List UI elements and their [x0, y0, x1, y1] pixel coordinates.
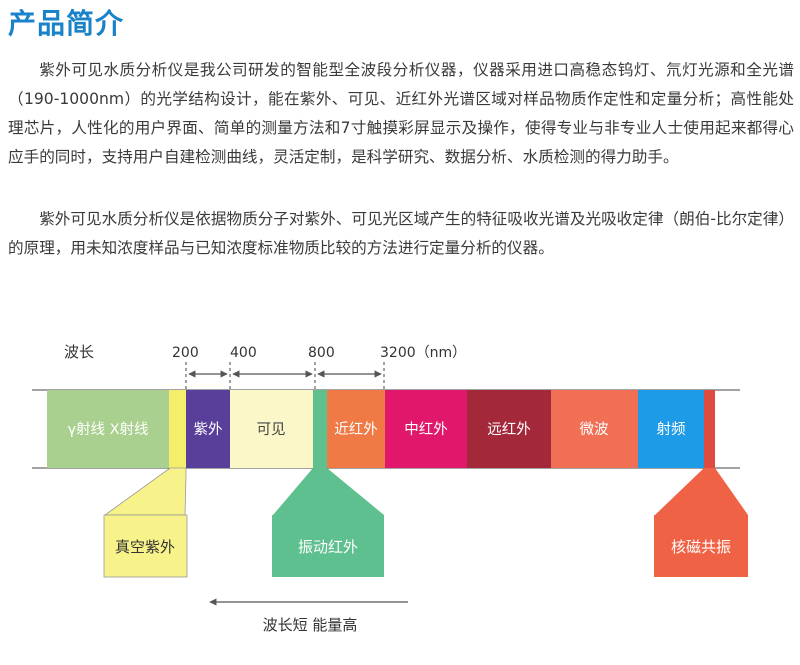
band-near-ir	[327, 390, 385, 468]
energy-arrow-label: 波长短 能量高	[263, 616, 358, 634]
callout-connector-vacuum-uv	[103, 467, 187, 516]
band-label-far-ir: 远红外	[487, 421, 531, 438]
band-vacuum-uv	[169, 390, 186, 468]
tick-label-800: 800	[308, 345, 335, 361]
intro-paragraph-1: 紫外可见水质分析仪是我公司研发的智能型全波段分析仪器，仪器采用进口高稳态钨灯、氘…	[8, 61, 794, 166]
band-uv	[186, 390, 230, 468]
band-label-radio: 射频	[657, 421, 686, 438]
callout-connector-nmr	[655, 468, 748, 515]
band-label-mid-ir: 中红外	[404, 421, 448, 438]
tick-guides	[185, 362, 385, 390]
band-label-visible: 可见	[257, 422, 286, 438]
band-visible	[230, 390, 313, 468]
callout-box-nmr	[654, 515, 748, 577]
band-mid-ir	[385, 390, 467, 468]
band-nmr	[704, 390, 715, 468]
callout-label-vibrational-ir: 振动红外	[298, 538, 358, 556]
band-gamma-xray	[47, 390, 169, 468]
callout-label-vacuum-uv: 真空紫外	[115, 538, 175, 556]
band-label-near-ir: 近红外	[334, 421, 378, 438]
band-label-gamma-xray: γ射线 X射线	[67, 421, 148, 438]
intro-paragraph-2: 紫外可见水质分析仪是依据物质分子对紫外、可见光区域产生的特征吸收光谱及光吸收定律…	[8, 210, 794, 257]
page-title: 产品简介	[8, 7, 125, 40]
band-microwave	[551, 390, 638, 468]
band-far-ir	[467, 390, 551, 468]
band-radio	[638, 390, 704, 468]
band-vibrational-ir	[313, 390, 327, 468]
wavelength-label: 波长	[64, 343, 94, 361]
tick-label-3200: 3200（nm）	[380, 345, 466, 361]
tick-label-400: 400	[230, 345, 257, 361]
spectrum-diagram: 波长 200 400 800 3200（nm） γ射线 X射线 紫外 可见 近红…	[32, 343, 748, 634]
callout-box-vibrational-ir	[272, 515, 384, 577]
callout-box-vacuum-uv	[103, 514, 188, 578]
band-label-uv: 紫外	[194, 421, 223, 438]
tick-label-200: 200	[172, 345, 199, 361]
band-label-microwave: 微波	[580, 421, 609, 438]
callout-connector-vibrational-ir	[273, 468, 384, 515]
callout-label-nmr: 核磁共振	[671, 538, 731, 556]
